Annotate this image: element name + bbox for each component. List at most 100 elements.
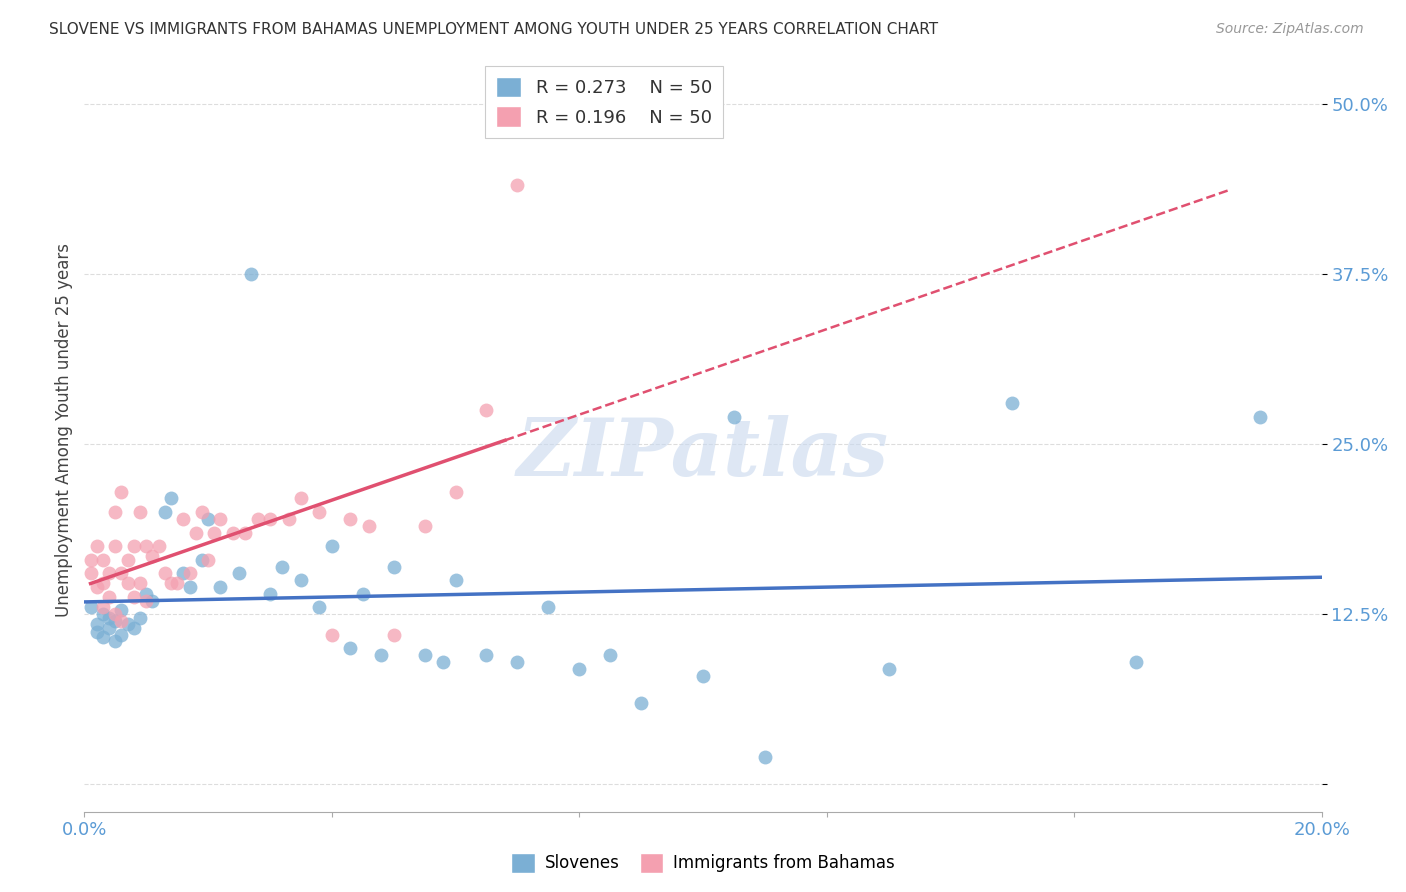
Point: [202, 525, 225, 540]
Point: [160, 576, 183, 591]
Point: [754, 750, 776, 764]
Point: [339, 512, 361, 526]
Point: [290, 491, 312, 506]
Point: [475, 648, 498, 662]
Point: [444, 484, 467, 499]
Point: [537, 600, 560, 615]
Point: [321, 628, 343, 642]
Point: [98, 621, 121, 635]
Point: [413, 648, 436, 662]
Point: [290, 573, 312, 587]
Point: [79, 600, 101, 615]
Point: [91, 631, 114, 645]
Point: [86, 616, 108, 631]
Point: [110, 628, 132, 642]
Point: [444, 573, 467, 587]
Text: ZIPatlas: ZIPatlas: [517, 415, 889, 492]
Point: [630, 696, 652, 710]
Point: [135, 587, 157, 601]
Point: [1001, 396, 1024, 410]
Point: [86, 624, 108, 639]
Point: [259, 512, 281, 526]
Point: [1125, 655, 1147, 669]
Point: [122, 590, 145, 604]
Point: [246, 512, 269, 526]
Point: [104, 539, 127, 553]
Point: [308, 505, 330, 519]
Point: [172, 566, 194, 581]
Point: [191, 505, 214, 519]
Point: [79, 566, 101, 581]
Point: [104, 505, 127, 519]
Point: [104, 614, 127, 628]
Point: [271, 559, 294, 574]
Point: [209, 580, 232, 594]
Point: [122, 621, 145, 635]
Point: [135, 593, 157, 607]
Point: [141, 549, 163, 563]
Point: [692, 668, 714, 682]
Point: [172, 512, 194, 526]
Point: [370, 648, 392, 662]
Text: Source: ZipAtlas.com: Source: ZipAtlas.com: [1216, 22, 1364, 37]
Point: [259, 587, 281, 601]
Point: [148, 539, 170, 553]
Point: [122, 539, 145, 553]
Point: [110, 566, 132, 581]
Point: [568, 662, 591, 676]
Point: [321, 539, 343, 553]
Point: [110, 603, 132, 617]
Point: [1249, 409, 1271, 424]
Point: [117, 553, 139, 567]
Point: [91, 553, 114, 567]
Legend: Slovenes, Immigrants from Bahamas: Slovenes, Immigrants from Bahamas: [505, 847, 901, 880]
Point: [160, 491, 183, 506]
Point: [209, 512, 232, 526]
Point: [413, 518, 436, 533]
Point: [91, 600, 114, 615]
Point: [135, 539, 157, 553]
Point: [86, 539, 108, 553]
Point: [277, 512, 299, 526]
Point: [432, 655, 454, 669]
Point: [723, 409, 745, 424]
Point: [110, 484, 132, 499]
Point: [197, 512, 219, 526]
Point: [98, 566, 121, 581]
Point: [129, 505, 152, 519]
Point: [228, 566, 250, 581]
Point: [179, 566, 201, 581]
Point: [184, 525, 207, 540]
Text: SLOVENE VS IMMIGRANTS FROM BAHAMAS UNEMPLOYMENT AMONG YOUTH UNDER 25 YEARS CORRE: SLOVENE VS IMMIGRANTS FROM BAHAMAS UNEMP…: [49, 22, 938, 37]
Point: [191, 553, 214, 567]
Point: [382, 628, 405, 642]
Point: [357, 518, 380, 533]
Point: [166, 576, 188, 591]
Point: [91, 607, 114, 622]
Point: [141, 593, 163, 607]
Point: [98, 590, 121, 604]
Point: [91, 576, 114, 591]
Point: [104, 607, 127, 622]
Point: [98, 611, 121, 625]
Point: [506, 655, 529, 669]
Point: [352, 587, 374, 601]
Point: [475, 403, 498, 417]
Point: [153, 505, 176, 519]
Point: [197, 553, 219, 567]
Point: [117, 616, 139, 631]
Y-axis label: Unemployment Among Youth under 25 years: Unemployment Among Youth under 25 years: [55, 244, 73, 617]
Point: [110, 614, 132, 628]
Point: [117, 576, 139, 591]
Point: [506, 178, 529, 193]
Point: [382, 559, 405, 574]
Point: [129, 576, 152, 591]
Point: [339, 641, 361, 656]
Point: [179, 580, 201, 594]
Point: [233, 525, 256, 540]
Point: [877, 662, 900, 676]
Legend: R = 0.273    N = 50, R = 0.196    N = 50: R = 0.273 N = 50, R = 0.196 N = 50: [485, 66, 723, 138]
Point: [599, 648, 621, 662]
Point: [129, 611, 152, 625]
Point: [222, 525, 245, 540]
